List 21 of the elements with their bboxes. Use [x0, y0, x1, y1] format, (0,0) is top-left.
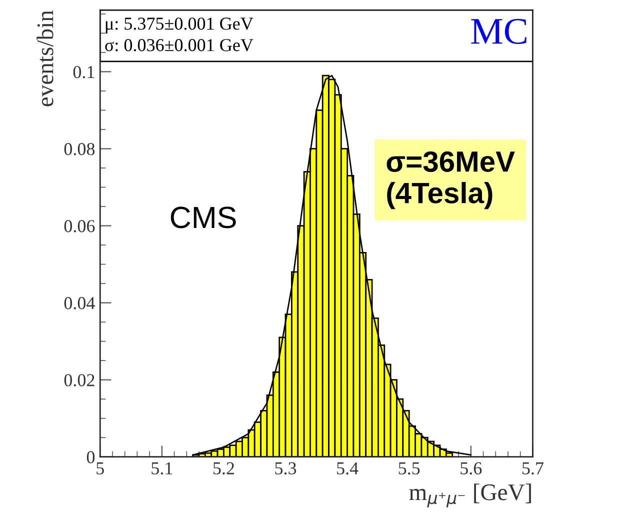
- x-tick-label: 5: [96, 462, 104, 474]
- annotation: MC: [471, 18, 526, 44]
- annotation: μ: 5.375±0.001 GeV: [106, 18, 254, 34]
- annotation: CMS: [170, 206, 236, 228]
- x-tick-label: 5.6: [460, 462, 482, 475]
- x-tick-label: 5.3: [275, 462, 296, 475]
- x-tick-label: 5.4: [337, 462, 358, 475]
- y-tick-label: 0.08: [64, 142, 95, 156]
- annotation: σ=36MeV (4Tesla): [386, 151, 515, 210]
- x-axis-title: m$_{μ⁺μ⁻}$ [GeV]: [409, 484, 531, 508]
- y-tick-label: 0.04: [64, 297, 95, 310]
- y-tick-label: 0.06: [64, 220, 95, 232]
- y-tick-label: 0.1: [73, 66, 94, 78]
- annotation: σ: 0.036±0.001 GeV: [105, 39, 254, 52]
- y-tick-label: 0.02: [64, 374, 94, 386]
- x-tick-label: 5.5: [398, 462, 420, 475]
- x-tick-label: 5.2: [213, 462, 234, 475]
- x-tick-label: 5.1: [152, 462, 172, 475]
- y-tick-label: 0: [86, 451, 95, 464]
- y-axis-title: events/bin: [36, 10, 54, 106]
- x-tick-label: 5.7: [522, 462, 544, 475]
